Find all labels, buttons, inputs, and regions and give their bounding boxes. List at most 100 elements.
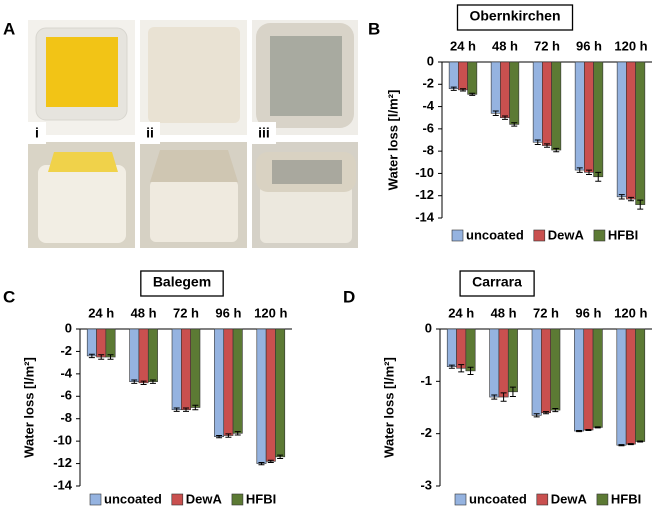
legend-swatch bbox=[231, 493, 244, 506]
y-tick-label: -6 bbox=[422, 120, 434, 135]
y-tick-label: -14 bbox=[415, 209, 435, 224]
legend-label: HFBI bbox=[246, 491, 276, 506]
error-bar bbox=[618, 444, 625, 447]
x-tick-label: 120 h bbox=[614, 38, 647, 53]
bar bbox=[592, 328, 603, 428]
bar bbox=[448, 61, 459, 90]
error-bar bbox=[192, 404, 199, 411]
bar bbox=[550, 328, 561, 411]
legend-swatch bbox=[596, 493, 609, 506]
bar bbox=[541, 328, 551, 414]
bar bbox=[456, 328, 467, 369]
photo-label: ii bbox=[146, 125, 154, 141]
panel-label: A bbox=[3, 19, 15, 38]
bar bbox=[551, 61, 562, 151]
error-bar bbox=[595, 171, 602, 182]
y-tick-label: -12 bbox=[53, 455, 72, 470]
stone bbox=[272, 160, 342, 184]
bar bbox=[616, 61, 627, 198]
bar bbox=[584, 61, 594, 173]
y-tick-label: -3 bbox=[420, 477, 432, 492]
error-bar bbox=[511, 122, 518, 127]
y-tick-label: -8 bbox=[60, 410, 72, 425]
legend-label: DewA bbox=[551, 491, 588, 506]
x-tick-label: 96 h bbox=[215, 305, 241, 320]
error-bar bbox=[533, 413, 540, 418]
legend-swatch bbox=[593, 229, 606, 242]
error-bar bbox=[450, 86, 457, 91]
legend-swatch bbox=[454, 493, 467, 506]
error-bar bbox=[448, 364, 455, 369]
y-tick-label: -14 bbox=[53, 477, 73, 492]
y-axis-label: Water loss [l/m²] bbox=[381, 357, 396, 458]
bar bbox=[129, 328, 140, 383]
legend-swatch bbox=[533, 229, 546, 242]
y-tick-label: -8 bbox=[422, 143, 434, 158]
bar bbox=[214, 328, 225, 437]
bar bbox=[574, 328, 585, 432]
error-bar bbox=[576, 430, 583, 433]
error-bar bbox=[509, 386, 516, 398]
bar bbox=[507, 328, 518, 393]
bar bbox=[583, 328, 594, 431]
bar bbox=[190, 328, 201, 408]
error-bar bbox=[576, 167, 583, 173]
bar bbox=[181, 328, 191, 411]
legend-swatch bbox=[171, 493, 184, 506]
error-bar bbox=[543, 411, 549, 415]
stone bbox=[148, 27, 240, 123]
photo-label: i bbox=[35, 125, 39, 141]
y-tick-label: -12 bbox=[415, 187, 434, 202]
x-tick-label: 48 h bbox=[492, 38, 518, 53]
error-bar bbox=[131, 379, 138, 384]
error-bar bbox=[216, 435, 223, 439]
legend-label: DewA bbox=[548, 227, 585, 242]
error-bar bbox=[534, 139, 541, 145]
error-bar bbox=[585, 428, 592, 432]
error-bar bbox=[491, 394, 498, 400]
y-tick-label: -2 bbox=[60, 343, 72, 358]
y-tick-label: 0 bbox=[425, 320, 432, 335]
error-bar bbox=[552, 408, 559, 413]
error-bar bbox=[88, 353, 95, 359]
stone bbox=[150, 150, 238, 182]
bar bbox=[467, 61, 478, 95]
error-bar bbox=[553, 147, 560, 153]
y-tick-label: -4 bbox=[422, 98, 434, 113]
photo-label-box bbox=[140, 122, 160, 144]
bar bbox=[593, 61, 604, 178]
bar bbox=[171, 328, 182, 411]
y-tick-label: -1 bbox=[420, 373, 432, 388]
error-bar bbox=[628, 196, 634, 202]
bar bbox=[500, 61, 510, 119]
legend-swatch bbox=[536, 493, 549, 506]
error-bar bbox=[594, 426, 601, 429]
x-tick-label: 72 h bbox=[533, 305, 559, 320]
container bbox=[150, 180, 238, 242]
bar bbox=[625, 328, 636, 445]
legend-label: uncoated bbox=[104, 491, 162, 506]
error-bar bbox=[544, 143, 550, 148]
error-bar bbox=[467, 366, 474, 376]
error-bar bbox=[618, 194, 625, 200]
legend-swatch bbox=[451, 229, 464, 242]
bar bbox=[265, 328, 276, 462]
error-bar bbox=[277, 454, 284, 460]
title-box bbox=[459, 270, 535, 297]
bar bbox=[256, 328, 267, 464]
x-tick-label: 24 h bbox=[88, 305, 114, 320]
bar bbox=[86, 328, 97, 357]
bar bbox=[232, 328, 243, 434]
bar bbox=[531, 328, 542, 416]
chart-title: Carrara bbox=[472, 274, 522, 290]
y-axis-label: Water loss [l/m²] bbox=[21, 357, 36, 458]
error-bar bbox=[107, 354, 114, 360]
legend-label: uncoated bbox=[466, 227, 524, 242]
bar bbox=[542, 61, 552, 146]
sponge bbox=[46, 37, 118, 107]
error-bar bbox=[258, 461, 265, 466]
bar bbox=[490, 61, 501, 114]
bar bbox=[105, 328, 116, 358]
error-bar bbox=[458, 364, 465, 373]
